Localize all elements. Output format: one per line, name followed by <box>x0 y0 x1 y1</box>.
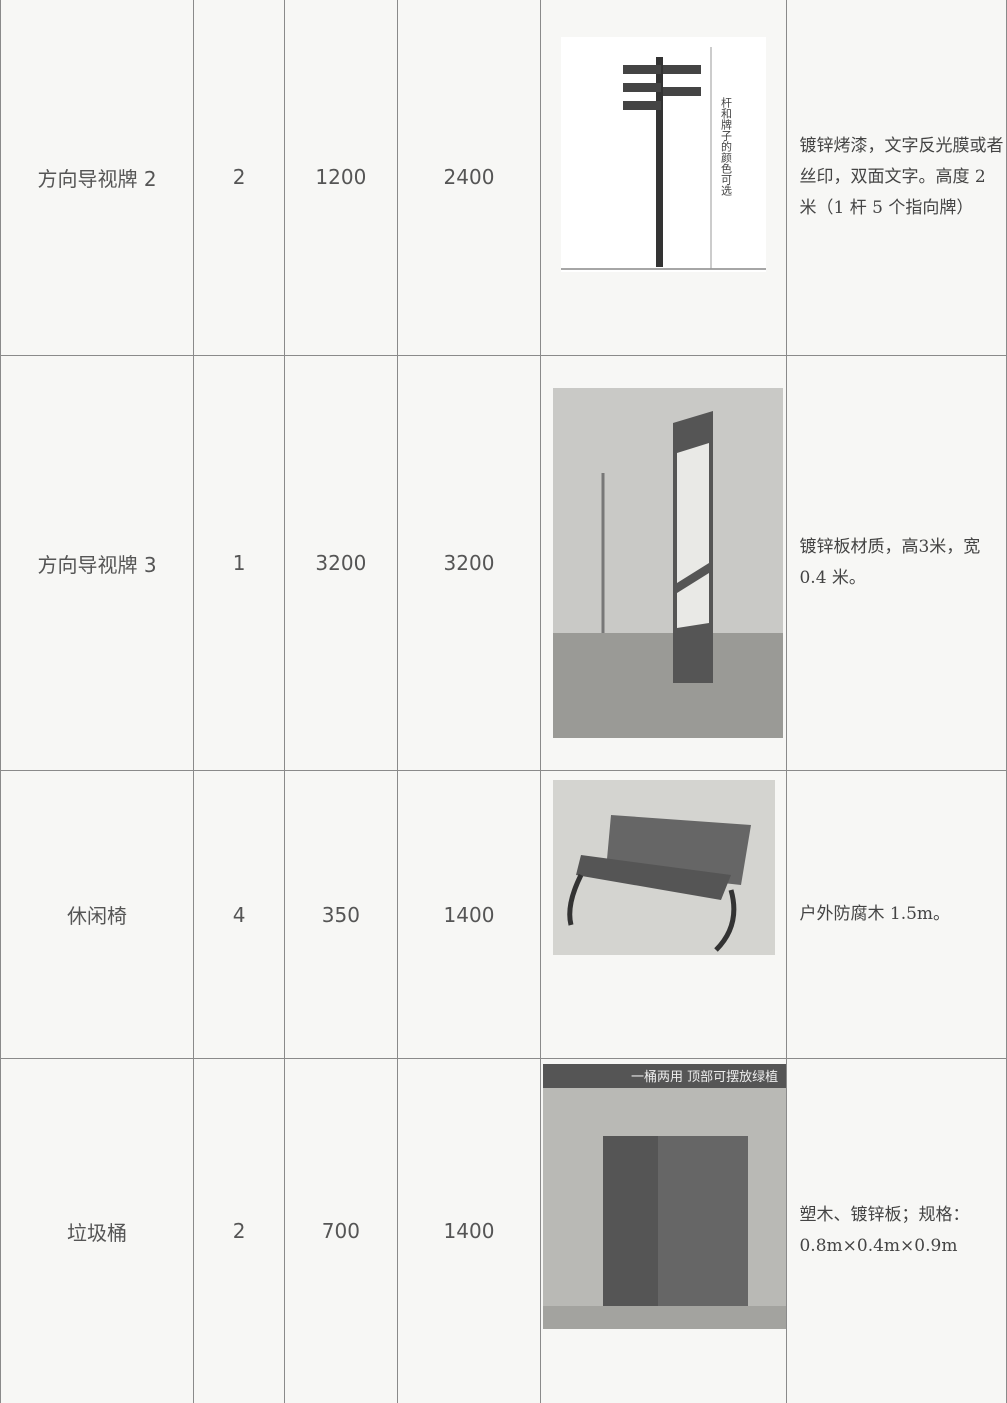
image-caption: 杆和牌子的颜色可选 <box>720 96 733 196</box>
item-description: 塑木、镀锌板；规格：0.8m×0.4m×0.9m <box>786 1058 1007 1403</box>
item-description: 镀锌烤漆，文字反光膜或者丝印，双面文字。高度 2 米（1 杆 5 个指向牌） <box>786 0 1007 356</box>
table-row: 垃圾桶 2 700 1400 一桶两用 顶部可摆放绿植 塑木、镀锌板；规格：0.… <box>0 1058 1007 1403</box>
item-total: 2400 <box>396 0 542 356</box>
item-quantity: 2 <box>193 1058 286 1403</box>
item-total: 1400 <box>396 1058 542 1403</box>
table-row: 方向导视牌 2 2 1200 2400 杆和牌子的颜色可选 镀锌烤漆，文字反光膜… <box>0 0 1007 356</box>
item-image <box>540 355 788 771</box>
item-image: 一桶两用 顶部可摆放绿植 <box>540 1058 788 1403</box>
item-unit-price: 350 <box>284 770 398 1059</box>
item-total: 1400 <box>396 770 542 1059</box>
signpost-drawing: 杆和牌子的颜色可选 <box>561 37 767 272</box>
item-quantity: 4 <box>193 770 286 1059</box>
item-unit-price: 3200 <box>284 355 398 771</box>
item-quantity: 1 <box>193 355 286 771</box>
table-row: 休闲椅 4 350 1400 户外防腐木 1.5m。 <box>0 770 1007 1059</box>
item-name: 方向导视牌 2 <box>0 0 195 356</box>
item-name: 垃圾桶 <box>0 1058 195 1403</box>
item-image <box>540 770 788 1059</box>
item-total: 3200 <box>396 355 542 771</box>
table-row: 方向导视牌 3 1 3200 3200 镀锌板材质，高3米，宽 0.4 米。 <box>0 355 1007 771</box>
image-caption: 一桶两用 顶部可摆放绿植 <box>631 1070 778 1085</box>
item-unit-price: 700 <box>284 1058 398 1403</box>
item-description: 镀锌板材质，高3米，宽 0.4 米。 <box>786 355 1007 771</box>
item-name: 休闲椅 <box>0 770 195 1059</box>
item-name: 方向导视牌 3 <box>0 355 195 771</box>
item-unit-price: 1200 <box>284 0 398 356</box>
item-quantity: 2 <box>193 0 286 356</box>
item-image: 杆和牌子的颜色可选 <box>540 0 788 356</box>
bench-photo <box>553 779 776 955</box>
totem-sign-photo <box>553 388 784 738</box>
item-description: 户外防腐木 1.5m。 <box>786 770 1007 1059</box>
trash-bin-photo: 一桶两用 顶部可摆放绿植 <box>543 1064 787 1329</box>
